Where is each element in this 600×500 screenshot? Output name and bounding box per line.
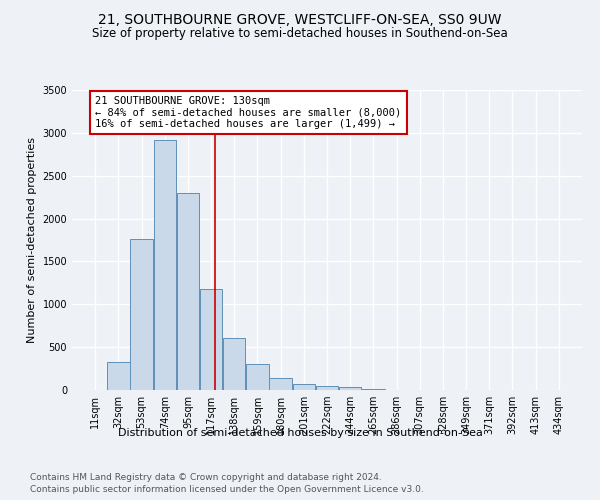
Bar xyxy=(223,338,245,390)
Bar xyxy=(154,140,176,390)
Text: Contains HM Land Registry data © Crown copyright and database right 2024.: Contains HM Land Registry data © Crown c… xyxy=(30,472,382,482)
Bar xyxy=(339,386,361,390)
Bar xyxy=(200,290,222,390)
Text: Distribution of semi-detached houses by size in Southend-on-Sea: Distribution of semi-detached houses by … xyxy=(118,428,482,438)
Bar xyxy=(247,364,269,390)
Bar xyxy=(177,193,199,390)
Text: Contains public sector information licensed under the Open Government Licence v3: Contains public sector information licen… xyxy=(30,485,424,494)
Bar xyxy=(130,239,152,390)
Bar xyxy=(269,378,292,390)
Text: 21 SOUTHBOURNE GROVE: 130sqm
← 84% of semi-detached houses are smaller (8,000)
1: 21 SOUTHBOURNE GROVE: 130sqm ← 84% of se… xyxy=(95,96,401,129)
Bar xyxy=(293,384,315,390)
Bar xyxy=(316,386,338,390)
Text: Size of property relative to semi-detached houses in Southend-on-Sea: Size of property relative to semi-detach… xyxy=(92,28,508,40)
Bar xyxy=(362,389,385,390)
Y-axis label: Number of semi-detached properties: Number of semi-detached properties xyxy=(27,137,37,343)
Bar xyxy=(107,362,130,390)
Text: 21, SOUTHBOURNE GROVE, WESTCLIFF-ON-SEA, SS0 9UW: 21, SOUTHBOURNE GROVE, WESTCLIFF-ON-SEA,… xyxy=(98,12,502,26)
